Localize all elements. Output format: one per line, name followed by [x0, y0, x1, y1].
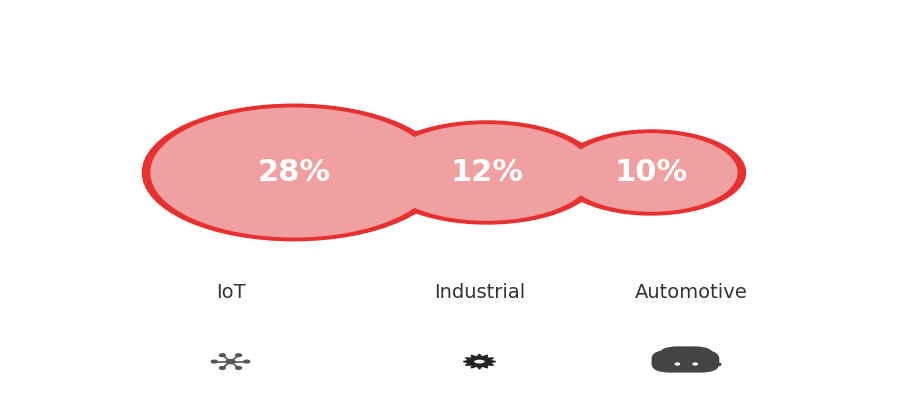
Text: 10%: 10% [615, 158, 688, 187]
Text: 12%: 12% [450, 158, 524, 187]
Circle shape [142, 104, 445, 241]
Circle shape [557, 130, 746, 215]
Circle shape [372, 121, 601, 224]
Text: Industrial: Industrial [434, 283, 525, 302]
Circle shape [381, 125, 593, 220]
Text: Automotive: Automotive [635, 283, 748, 302]
Text: IoT: IoT [216, 283, 245, 302]
Circle shape [565, 134, 737, 211]
Circle shape [151, 108, 437, 237]
Text: 28%: 28% [257, 158, 330, 187]
